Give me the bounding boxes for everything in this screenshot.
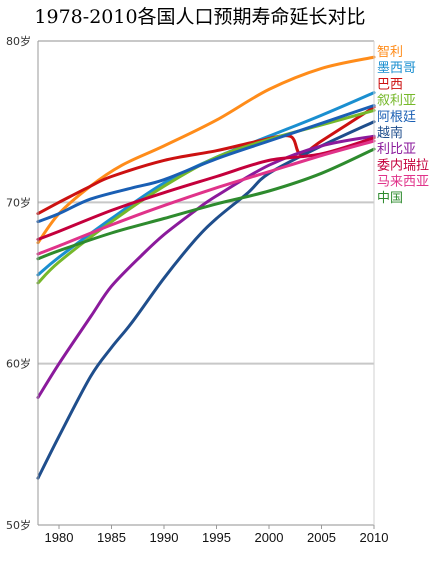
legend-entry: 马来西亚 [377,175,429,190]
y-tick-label: 80岁 [6,34,31,48]
x-tick-label: 1995 [202,530,231,545]
series-line-1 [36,55,376,245]
legend-entry: 利比亚 [377,142,416,157]
legend-entry: 阿根廷 [377,110,416,125]
plot-area [38,41,374,525]
legend-entry: 智利 [377,45,403,60]
legend-entry: 越南 [377,125,403,141]
series-line-5 [36,104,376,224]
legend-entry: 中国 [377,191,403,206]
series-line-8 [36,136,376,241]
x-tick-label: 1985 [97,530,126,545]
legend-entry: 委内瑞拉 [377,157,429,173]
y-tick-label: 70岁 [6,195,31,209]
x-tick-label: 1980 [45,530,74,545]
legend-entry: 墨西哥 [377,61,416,76]
chart-title: 1978-2010各国人口预期寿命延长对比 [34,6,366,28]
y-tick-label: 60岁 [6,357,31,371]
legend-entry: 叙利亚 [377,94,416,109]
x-tick-label: 2005 [307,530,336,545]
x-tick-label: 2010 [360,530,389,545]
series-line-10 [36,147,376,261]
legend-entry: 巴西 [377,77,403,92]
series-lines [36,55,376,480]
x-tick-label: 1990 [150,530,179,545]
series-line-9 [36,139,376,256]
axes: 50岁 60岁 70岁 80岁 1980 1985 1990 1995 2000 2005 2010 [6,34,388,545]
x-tick-label: 2000 [255,530,284,545]
y-tick-label: 50岁 [6,518,31,532]
